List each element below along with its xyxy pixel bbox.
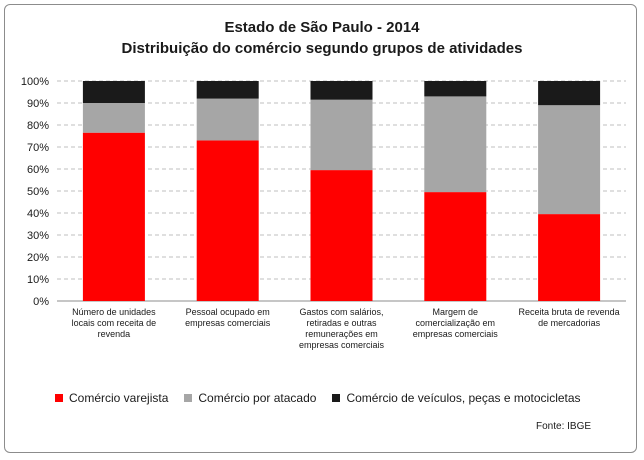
chart-legend: Comércio varejista Comércio por atacado Co… (55, 388, 597, 408)
y-tick-label: 80% (27, 120, 49, 132)
bar-segment (538, 214, 601, 301)
y-tick-label: 90% (27, 98, 49, 110)
source-note: Fonte: IBGE (536, 421, 592, 432)
x-tick-label-line: empresas comerciais (413, 329, 499, 339)
x-tick-label-line: de mercadorias (538, 318, 601, 328)
bar-segment (310, 81, 373, 100)
bar-segment (196, 140, 259, 301)
y-tick-label: 20% (27, 252, 49, 264)
x-tick-label-line: Margem de (433, 307, 479, 317)
x-tick-label: Margem de comercialização em empresas come… (413, 307, 499, 339)
x-tick-label: Número de unidades locais com receita de r… (72, 307, 157, 339)
x-tick-label-line: comercialização em (416, 318, 496, 328)
bar-segment (196, 98, 259, 141)
x-tick-label-line: Gastos com salários, (299, 307, 383, 317)
chart-subtitle: Distribuição do comércio segundo grupos … (121, 40, 523, 57)
legend-item: Comércio varejista (55, 391, 168, 405)
y-tick-label: 40% (27, 208, 49, 220)
legend-item: Comércio de veículos, peças e motociclet… (332, 391, 581, 405)
bar-segment (310, 170, 373, 301)
x-tick-label-line: Pessoal ocupado em (186, 307, 270, 317)
chart-title: Estado de São Paulo - 2014 (224, 19, 420, 36)
bar-segment (424, 96, 487, 193)
y-tick-label: 30% (27, 230, 49, 242)
x-tick-label-line: empresas comerciais (299, 340, 385, 350)
x-tick-label-line: locais com receita de (72, 318, 157, 328)
bar-segment (538, 81, 601, 106)
x-tick-label: Pessoal ocupado em empresas comerciais (185, 307, 271, 328)
bar-segment (82, 132, 145, 301)
bar-segment (82, 81, 145, 103)
legend-swatch (332, 394, 341, 402)
bar-segment (310, 99, 373, 171)
x-tick-label-line: remunerações em (305, 329, 378, 339)
x-tick-label: Gastos com salários, retiradas e outras re… (299, 307, 385, 350)
bar-segment (424, 192, 487, 301)
x-tick-label-line: Número de unidades (72, 307, 156, 317)
y-tick-label: 50% (27, 186, 49, 198)
legend-label: Comércio varejista (69, 391, 169, 405)
x-tick-label-line: revenda (98, 329, 131, 339)
bar-segment (424, 81, 487, 97)
legend-label: Comércio por atacado (198, 391, 317, 405)
x-tick-label-line: retiradas e outras (306, 318, 377, 328)
chart-title-block: Estado de São Paulo - 2014 Distribuição … (0, 17, 644, 59)
y-tick-label: 10% (27, 274, 49, 286)
x-tick-label: Receita bruta de revenda de mercadorias (519, 307, 620, 328)
x-tick-label-line: empresas comerciais (185, 318, 271, 328)
legend-swatch (184, 394, 193, 402)
bar-segment (82, 103, 145, 133)
x-tick-label-line: Receita bruta de revenda (519, 307, 620, 317)
y-tick-label: 100% (21, 76, 49, 88)
y-tick-label: 70% (27, 142, 49, 154)
legend-swatch (55, 394, 63, 402)
stacked-bar-chart: 0% 10% 20% 30% 40% 50% 60% 70% 80% 90% 100% Número … (21, 76, 626, 350)
bar-segment (538, 105, 601, 215)
legend-item: Comércio por atacado (184, 391, 316, 405)
bar-segment (196, 81, 259, 99)
y-tick-label: 60% (27, 164, 49, 176)
legend-label: Comércio de veículos, peças e motociclet… (346, 391, 581, 405)
y-tick-label: 0% (33, 296, 49, 308)
